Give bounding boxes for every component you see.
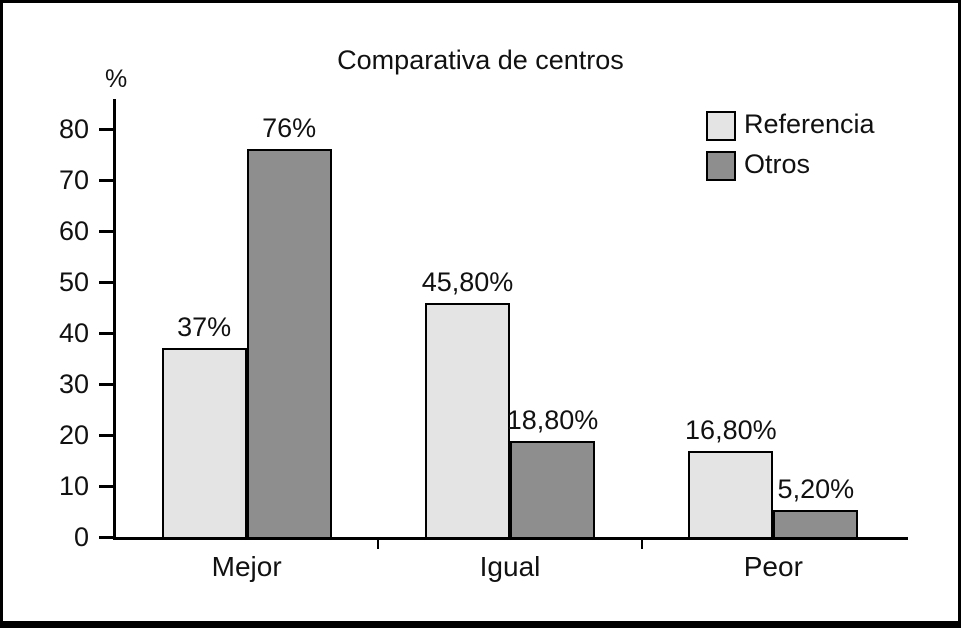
y-tick — [99, 281, 115, 284]
x-category-label: Igual — [479, 551, 541, 582]
y-tick-label: 60 — [58, 216, 89, 246]
y-tick — [99, 230, 115, 233]
y-tick-label: 30 — [58, 369, 89, 399]
legend-label: Otros — [744, 149, 811, 179]
y-tick — [99, 485, 115, 488]
y-axis-line — [113, 99, 116, 540]
y-tick-label: 20 — [58, 420, 89, 450]
y-tick-label: 0 — [73, 522, 89, 552]
y-tick — [99, 383, 115, 386]
bar — [161, 348, 247, 537]
bar — [688, 451, 774, 537]
bar-value-label: 45,80% — [421, 267, 514, 298]
bar-value-label: 18,80% — [506, 405, 599, 436]
bar — [510, 441, 595, 537]
y-tick — [99, 128, 115, 131]
y-tick-label: 50 — [58, 267, 89, 297]
bar-value-label: 16,80% — [685, 415, 777, 446]
y-tick-label: 40 — [58, 318, 89, 348]
y-tick-label: 70 — [58, 165, 89, 195]
chart-title: Comparativa de centros — [337, 45, 624, 75]
legend-label: Referencia — [744, 109, 875, 139]
x-tick — [377, 540, 380, 549]
y-tick — [99, 536, 115, 539]
bar — [246, 149, 332, 537]
y-axis-unit-label: % — [105, 65, 128, 93]
y-tick — [99, 434, 115, 437]
y-tick — [99, 332, 115, 335]
plot-area: 0 10 20 30 40 50 60 70 80 Mejor 37% 76% Igual 45,80% 1… — [3, 3, 958, 621]
legend-swatch — [706, 111, 736, 141]
y-tick-label: 80 — [58, 114, 89, 144]
x-axis-line — [113, 537, 908, 540]
bar-value-label: 76% — [262, 113, 317, 144]
bar-value-label: 5,20% — [777, 474, 855, 505]
x-category-label: Mejor — [211, 551, 282, 582]
y-tick — [99, 179, 115, 182]
y-tick-label: 10 — [58, 471, 89, 501]
x-tick — [640, 540, 643, 549]
legend-swatch — [706, 151, 736, 181]
bar — [425, 303, 510, 537]
x-category-label: Peor — [743, 551, 803, 582]
bar-value-label: 37% — [177, 312, 232, 343]
bar — [773, 510, 859, 537]
